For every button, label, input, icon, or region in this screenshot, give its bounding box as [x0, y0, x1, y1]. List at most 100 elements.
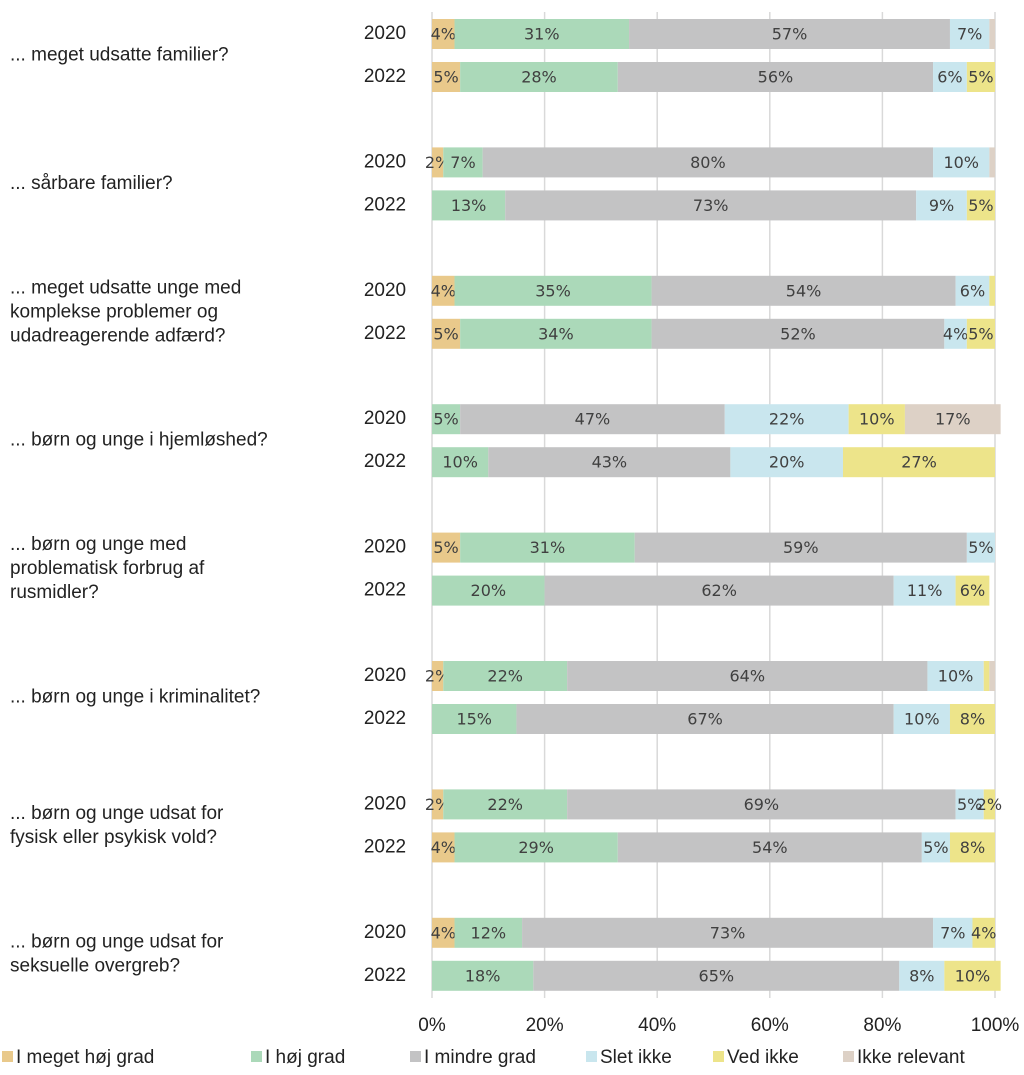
data-label: 11%: [907, 581, 943, 600]
data-label: 4%: [431, 25, 456, 44]
bar-segment: [460, 404, 725, 435]
data-label: 20%: [769, 453, 805, 472]
group-label: ... sårbare familier?: [10, 173, 173, 194]
data-label: 12%: [471, 923, 507, 942]
bar-segment: [933, 147, 990, 178]
data-label: 67%: [687, 710, 723, 729]
bar-segment: [544, 575, 894, 606]
year-label: 2022: [364, 323, 406, 344]
year-label: 2022: [364, 194, 406, 215]
data-label: 5%: [433, 68, 458, 87]
data-label: 2%: [977, 795, 1002, 814]
data-label: 5%: [433, 410, 458, 429]
data-label: 73%: [710, 923, 746, 942]
data-label: 69%: [744, 795, 780, 814]
legend-swatch: [843, 1051, 854, 1062]
data-label: 6%: [960, 281, 985, 300]
data-label: 4%: [971, 923, 996, 942]
data-label: 10%: [955, 966, 991, 985]
data-label: 10%: [904, 710, 940, 729]
bar-segment: [921, 832, 950, 863]
data-label: 31%: [524, 25, 560, 44]
data-label: 65%: [699, 966, 735, 985]
bar-segment: [893, 575, 956, 606]
data-label: 7%: [957, 25, 982, 44]
bar-segment: [966, 532, 995, 563]
year-label: 2022: [364, 66, 406, 87]
x-tick-label: 100%: [971, 1015, 1020, 1036]
bar-segment: [949, 704, 995, 734]
bar-segment: [432, 447, 489, 478]
data-label: 18%: [465, 966, 501, 985]
bar-segment: [432, 532, 461, 563]
x-tick-label: 80%: [863, 1015, 901, 1036]
year-label: 2020: [364, 23, 406, 44]
data-label: 5%: [433, 324, 458, 343]
data-label: 17%: [935, 410, 971, 429]
data-label: 4%: [431, 923, 456, 942]
year-label: 2022: [364, 708, 406, 729]
data-label: 9%: [929, 196, 954, 215]
legend-label: Ikke relevant: [857, 1047, 965, 1068]
data-label: 64%: [729, 667, 765, 686]
bar-segment: [651, 318, 945, 349]
data-label: 5%: [968, 324, 993, 343]
bar-segment: [432, 832, 455, 863]
bar-segment: [488, 447, 731, 478]
bar-segment: [460, 62, 618, 92]
data-label: 22%: [487, 795, 523, 814]
data-label: 54%: [752, 838, 788, 857]
data-label: 54%: [786, 281, 822, 300]
bar-segment: [966, 62, 995, 92]
data-label: 43%: [592, 453, 628, 472]
data-label: 15%: [456, 710, 492, 729]
bar-segment: [432, 404, 461, 435]
group-label: rusmidler?: [10, 582, 99, 603]
bar-segment: [432, 62, 461, 92]
data-label: 22%: [769, 410, 805, 429]
bar-segment: [460, 532, 635, 563]
bar-segment: [989, 147, 995, 178]
bar-segment: [955, 275, 990, 306]
bar-segment: [482, 147, 934, 178]
legend-label: I mindre grad: [424, 1047, 536, 1068]
bar-segment: [944, 960, 1001, 991]
bar-segment: [899, 960, 945, 991]
data-label: 20%: [471, 581, 507, 600]
bar-segment: [629, 19, 950, 49]
bar-segment: [989, 661, 995, 691]
bar-segment: [567, 661, 928, 691]
bar-segment: [949, 19, 990, 49]
bar-segment: [617, 62, 934, 92]
bar-segment: [634, 532, 967, 563]
bar-segment: [432, 917, 455, 948]
bar-segment: [505, 190, 917, 221]
bar-segment: [533, 960, 900, 991]
x-tick-label: 40%: [638, 1015, 676, 1036]
data-label: 22%: [487, 667, 523, 686]
data-label: 27%: [901, 453, 937, 472]
data-label: 31%: [530, 538, 566, 557]
year-label: 2020: [364, 151, 406, 172]
year-label: 2022: [364, 451, 406, 472]
legend-swatch: [410, 1051, 421, 1062]
bar-segment: [904, 404, 1001, 435]
data-label: 5%: [968, 538, 993, 557]
bar-segment: [443, 661, 568, 691]
legend-swatch: [713, 1051, 724, 1062]
bar-segment: [516, 704, 894, 734]
year-label: 2022: [364, 965, 406, 986]
data-label: 4%: [431, 838, 456, 857]
bar-segment: [567, 789, 956, 820]
x-tick-label: 20%: [526, 1015, 564, 1036]
legend-label: Ved ikke: [727, 1047, 799, 1068]
legend-swatch: [2, 1051, 13, 1062]
data-label: 7%: [450, 153, 475, 172]
data-label: 28%: [521, 68, 557, 87]
bar-segment: [933, 62, 967, 92]
data-label: 10%: [859, 410, 895, 429]
legend-label: Slet ikke: [600, 1047, 672, 1068]
legend-swatch: [586, 1051, 597, 1062]
bar-segment: [432, 147, 444, 178]
